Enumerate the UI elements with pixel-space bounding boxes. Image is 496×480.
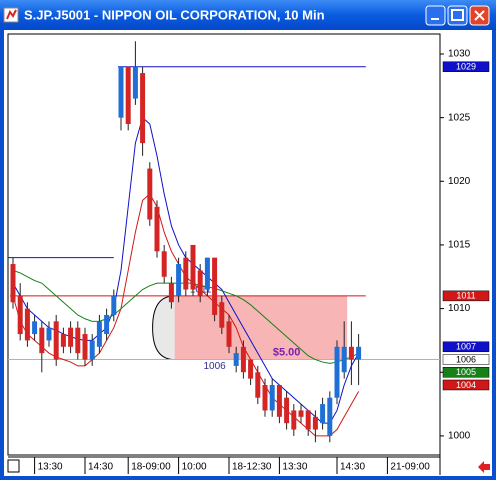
- x-tick-label: 14:30: [88, 462, 113, 473]
- candle-body: [341, 346, 347, 373]
- candle-body: [248, 359, 254, 379]
- price-marker-label: 1004: [456, 380, 476, 390]
- candle-body: [75, 327, 81, 354]
- candle-body: [96, 321, 102, 347]
- candle-body: [190, 244, 196, 290]
- price-marker: [442, 61, 490, 72]
- y-tick-label: 1015: [448, 240, 471, 251]
- close-glyph: [474, 10, 485, 21]
- price-marker: [442, 341, 490, 353]
- zone-label: $5.00: [273, 346, 301, 358]
- candle-body: [312, 416, 318, 430]
- candle-body: [298, 410, 304, 417]
- minimize-glyph: [431, 18, 439, 20]
- y-tick-label: 1030: [448, 49, 471, 60]
- x-tick-label: 13:30: [38, 462, 63, 473]
- candle-body: [269, 384, 275, 411]
- price-marker-label: 1007: [456, 342, 476, 352]
- maximize-button[interactable]: [447, 5, 468, 26]
- candle-body: [125, 66, 131, 125]
- candle-body: [24, 308, 30, 341]
- candle-body: [104, 314, 110, 335]
- candle-body: [111, 295, 117, 315]
- candle-body: [140, 73, 146, 144]
- price-marker-label: 1029: [456, 62, 476, 72]
- candle-body: [60, 334, 66, 347]
- x-tick-label: 18-12:30: [232, 462, 272, 473]
- candle-body: [240, 346, 246, 373]
- y-tick-label: 1020: [448, 176, 471, 187]
- candle-body: [226, 321, 232, 347]
- scroll-arrow[interactable]: [478, 461, 490, 473]
- zone-low-label: 1006: [203, 361, 226, 372]
- candle-body: [212, 257, 218, 315]
- candle-body: [305, 410, 311, 430]
- candle-body: [118, 66, 124, 118]
- minimize-button[interactable]: [425, 5, 446, 26]
- candle-body: [46, 327, 52, 341]
- price-marker: [442, 290, 490, 302]
- candle-body: [168, 283, 174, 303]
- candle-body: [32, 321, 38, 335]
- y-tick-label: 1000: [448, 431, 471, 442]
- candle-body: [219, 302, 225, 328]
- candle-body: [284, 397, 290, 424]
- zone: [174, 295, 348, 360]
- y-tick-label: 1025: [448, 112, 471, 123]
- plot-layer: 1000 1005 1010 1015 1020 1025 1030 13:30 14:30 18…: [8, 41, 490, 474]
- candle-body: [204, 257, 210, 290]
- price-marker: [442, 354, 490, 365]
- candle-body: [276, 384, 282, 417]
- x-tick-label: 21-09:00: [390, 462, 430, 473]
- price-marker: [442, 379, 490, 391]
- candle-body: [327, 397, 333, 436]
- x-tick-label: 10:00: [182, 462, 207, 473]
- price-marker: [442, 367, 490, 378]
- candle-body: [348, 346, 354, 360]
- zone-bracket: [152, 295, 175, 361]
- price-marker-label: 1006: [456, 354, 476, 364]
- candle-body: [176, 264, 182, 296]
- candle-body: [320, 404, 326, 424]
- candle-body: [39, 327, 45, 354]
- candle-body: [10, 264, 16, 303]
- candle-body: [53, 321, 59, 360]
- candle-body: [183, 257, 189, 290]
- window-title: S.JP.J5001 - NIPPON OIL CORPORATION, 10 …: [24, 7, 325, 22]
- app-icon-glyph: [6, 9, 17, 20]
- x-tick-label: 13:30: [282, 462, 307, 473]
- candle-body: [132, 66, 138, 99]
- candle-body: [255, 372, 261, 398]
- maximize-glyph: [451, 9, 464, 21]
- price-marker-label: 1011: [456, 291, 475, 301]
- candle-body: [17, 295, 23, 335]
- y-tick-label: 1010: [448, 303, 471, 314]
- candle-body: [68, 327, 74, 347]
- candle-body: [233, 353, 239, 366]
- scroll-box[interactable]: [7, 459, 20, 473]
- candle-body: [82, 334, 88, 360]
- candle-body: [334, 346, 340, 398]
- candle-body: [356, 346, 362, 360]
- x-tick-label: 18-09:00: [131, 462, 171, 473]
- candle-body: [197, 270, 203, 296]
- candle-body: [161, 251, 167, 277]
- title-bar: [0, 0, 496, 30]
- candle-body: [89, 340, 95, 360]
- candle-body: [291, 410, 297, 430]
- candle-body: [154, 206, 160, 252]
- x-tick-label: 14:30: [340, 462, 365, 473]
- candle-body: [262, 384, 268, 411]
- plot-area: [7, 33, 441, 456]
- candle-body: [147, 168, 153, 220]
- price-marker-label: 1005: [456, 367, 476, 377]
